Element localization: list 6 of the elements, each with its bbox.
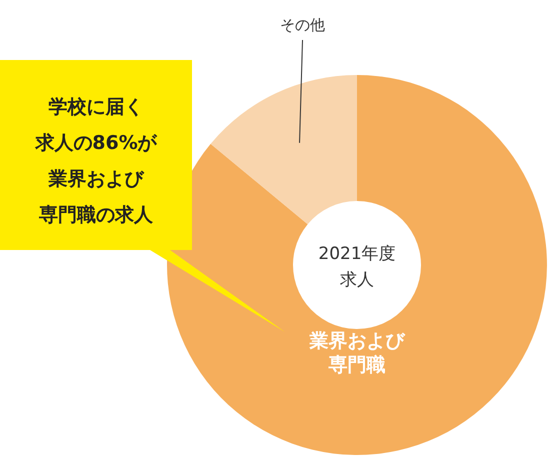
slice-label: 業界および専門職	[308, 330, 406, 376]
slice-label: その他	[280, 16, 326, 34]
donut-slice	[210, 75, 357, 224]
text: 学校に届く求人の86%が業界および専門職の求人	[34, 96, 158, 226]
text: 2021年度求人	[318, 244, 396, 290]
donut-slice	[167, 75, 547, 455]
